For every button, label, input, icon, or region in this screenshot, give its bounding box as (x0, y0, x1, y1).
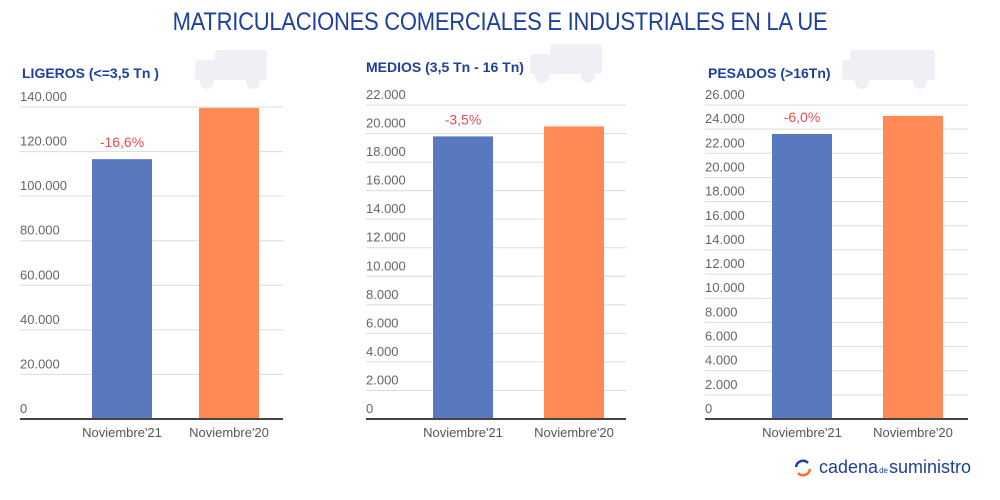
y-tick-label: 26.000 (705, 87, 745, 102)
y-tick-label: 16.000 (705, 208, 745, 223)
chart-title: PESADOS (>16Tn) (708, 65, 831, 81)
y-tick-label: 40.000 (20, 312, 60, 327)
van-icon (195, 50, 267, 89)
y-tick-label: 20.000 (705, 159, 745, 174)
bar-2021 (433, 136, 493, 419)
x-tick-label: Noviembre'21 (423, 425, 503, 440)
x-tick-label: Noviembre'21 (82, 425, 162, 440)
y-tick-label: 14.000 (705, 232, 745, 247)
y-tick-label: 24.000 (705, 111, 745, 126)
y-tick-label: 6.000 (705, 329, 738, 344)
chart-title: MEDIOS (3,5 Tn - 16 Tn) (366, 59, 524, 75)
logo-text-1: cadena (819, 457, 879, 477)
bar-2020 (544, 126, 604, 419)
y-tick-label: 60.000 (20, 267, 60, 282)
bar-2020 (883, 115, 943, 419)
y-tick-label: 120.000 (20, 134, 67, 149)
y-tick-label: 80.000 (20, 223, 60, 238)
semi-truck-icon (842, 50, 935, 89)
y-tick-label: 10.000 (705, 280, 745, 295)
y-tick-label: 20.000 (366, 116, 406, 131)
y-tick-label: 4.000 (705, 353, 738, 368)
y-tick-label: 20.000 (20, 356, 60, 371)
y-tick-label: 22.000 (366, 87, 406, 102)
y-tick-label: 2.000 (366, 372, 399, 387)
y-tick-label: 0 (20, 401, 27, 416)
y-tick-label: 2.000 (705, 377, 738, 392)
y-tick-label: 8.000 (366, 287, 399, 302)
y-tick-label: 140.000 (20, 89, 67, 104)
chart-title: LIGEROS (<=3,5 Tn ) (22, 65, 159, 81)
y-tick-label: 0 (705, 401, 712, 416)
truck-icon (530, 44, 602, 83)
y-tick-label: 18.000 (366, 144, 406, 159)
y-tick-label: 0 (366, 401, 373, 416)
y-tick-label: 22.000 (705, 135, 745, 150)
y-tick-label: 16.000 (366, 173, 406, 188)
x-tick-label: Noviembre'20 (534, 425, 614, 440)
y-tick-label: 8.000 (705, 304, 738, 319)
y-tick-label: 12.000 (705, 256, 745, 271)
bar-2021 (772, 133, 832, 419)
change-annotation: -3,5% (445, 111, 482, 127)
y-tick-label: 4.000 (366, 344, 399, 359)
x-tick-label: Noviembre'20 (873, 425, 953, 440)
y-tick-label: 14.000 (366, 201, 406, 216)
brand-logo: cadena de suministro (793, 457, 971, 478)
logo-text-3: suministro (888, 457, 971, 477)
y-tick-label: 18.000 (705, 184, 745, 199)
y-tick-label: 12.000 (366, 230, 406, 245)
page-title: MATRICULACIONES COMERCIALES E INDUSTRIAL… (172, 8, 828, 36)
change-annotation: -16,6% (100, 134, 144, 150)
y-tick-label: 100.000 (20, 178, 67, 193)
logo-text-2: de (879, 465, 888, 475)
bar-2020 (199, 107, 259, 420)
change-annotation: -6,0% (784, 109, 821, 125)
x-tick-label: Noviembre'21 (762, 425, 842, 440)
refresh-arrows-icon (794, 459, 812, 476)
y-tick-label: 6.000 (366, 315, 399, 330)
y-tick-label: 10.000 (366, 258, 406, 273)
x-tick-label: Noviembre'20 (189, 425, 269, 440)
bar-2021 (92, 159, 152, 420)
